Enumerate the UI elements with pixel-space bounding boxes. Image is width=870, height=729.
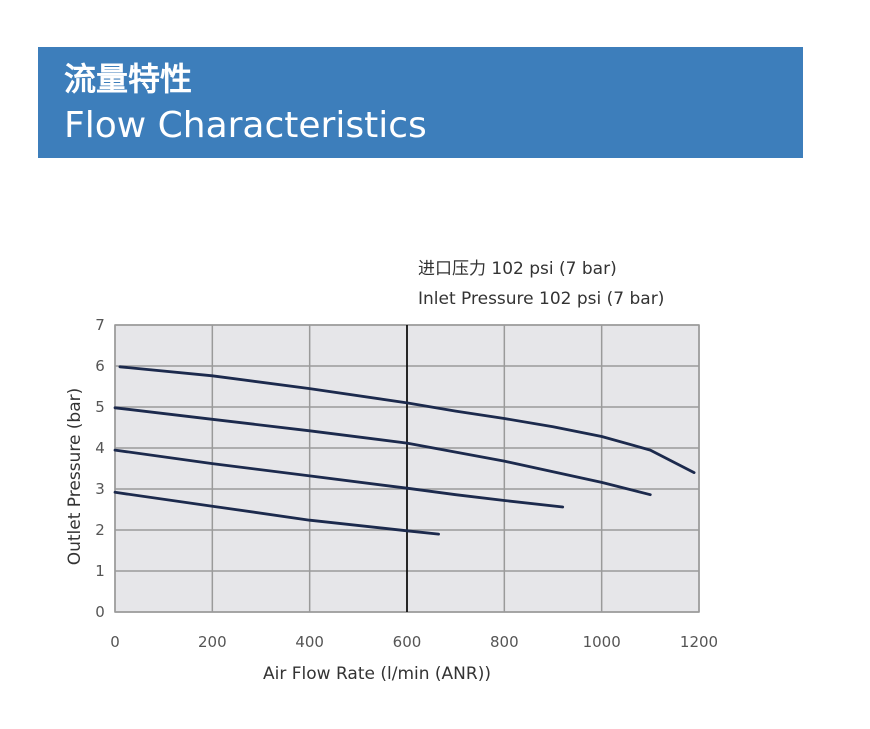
annotation-chinese: 进口压力 102 psi (7 bar) <box>418 259 617 279</box>
y-axis-title: Outlet Pressure (bar) <box>65 388 85 566</box>
annotation-english: Inlet Pressure 102 psi (7 bar) <box>418 289 665 309</box>
y-tick-label: 0 <box>95 603 105 621</box>
title-english: Flow Characteristics <box>64 105 427 146</box>
series-line-3 <box>113 448 565 509</box>
y-tick-label: 2 <box>95 521 105 539</box>
series-line-4 <box>113 490 441 536</box>
y-tick-label: 1 <box>95 562 105 580</box>
y-tick-label: 5 <box>95 398 105 416</box>
y-tick-label: 3 <box>95 480 105 498</box>
title-banner: 流量特性 Flow Characteristics <box>38 47 803 158</box>
inlet-pressure-annotation: 进口压力 102 psi (7 bar) Inlet Pressure 102 … <box>418 254 664 314</box>
title-chinese: 流量特性 <box>64 60 193 98</box>
series-line-1 <box>118 365 696 475</box>
x-tick-label: 200 <box>198 633 227 651</box>
y-tick-label: 4 <box>95 439 105 457</box>
x-tick-label: 600 <box>393 633 422 651</box>
y-tick-label: 7 <box>95 316 105 334</box>
x-axis-title: Air Flow Rate (l/min (ANR)) <box>263 664 491 684</box>
x-axis-ticks: 0 200 400 600 800 1000 1200 <box>110 633 718 651</box>
y-axis-ticks: 0 1 2 3 4 5 6 7 <box>95 316 105 621</box>
x-tick-label: 400 <box>295 633 324 651</box>
x-tick-label: 0 <box>110 633 120 651</box>
x-tick-label: 800 <box>490 633 519 651</box>
series-line-2 <box>113 406 652 497</box>
y-tick-label: 6 <box>95 357 105 375</box>
x-tick-label: 1000 <box>583 633 621 651</box>
x-tick-label: 1200 <box>680 633 718 651</box>
series-group <box>113 365 696 536</box>
